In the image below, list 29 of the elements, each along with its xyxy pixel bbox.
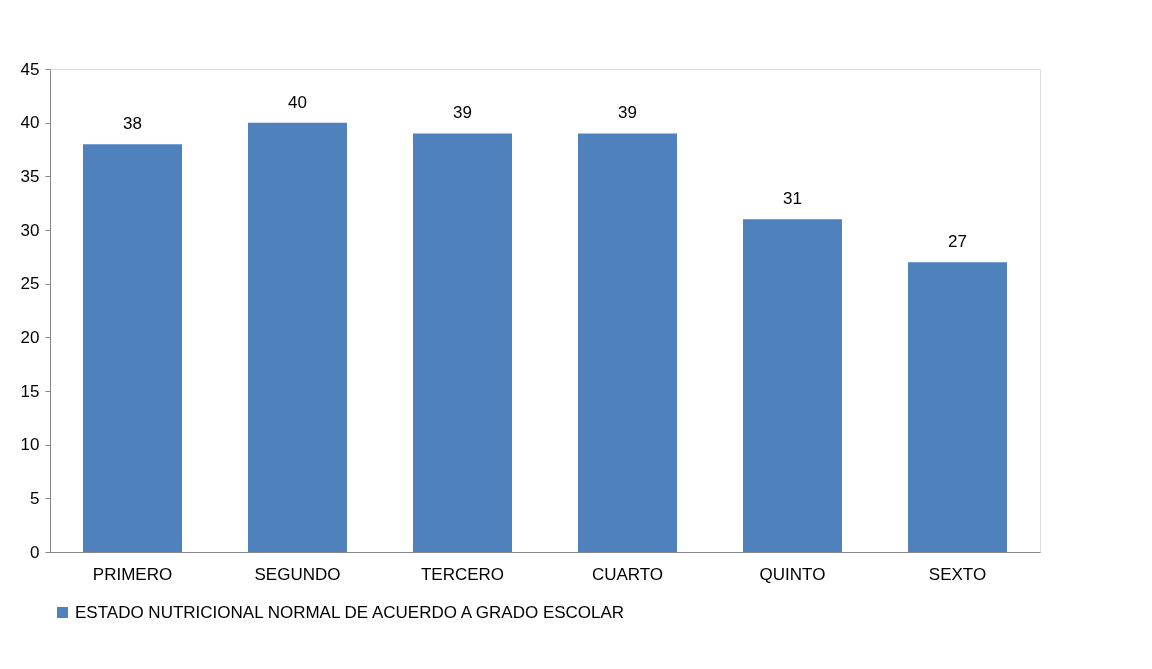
y-tick-label: 30 [20, 220, 40, 240]
y-tick-label: 10 [20, 435, 40, 455]
x-tick-label: SEGUNDO [254, 564, 341, 584]
y-tick-label: 35 [20, 166, 40, 186]
x-tick-label: TERCERO [420, 564, 505, 584]
data-label: 38 [123, 114, 142, 134]
data-label: 39 [618, 103, 637, 123]
bar [578, 133, 677, 552]
x-tick-label: SEXTO [928, 564, 987, 584]
y-tick-label: 5 [30, 488, 40, 508]
y-tick-label: 20 [20, 327, 40, 347]
bar [743, 219, 842, 552]
y-tick-label: 45 [20, 59, 40, 79]
data-label: 39 [453, 103, 472, 123]
bar [248, 122, 347, 552]
data-label: 40 [288, 92, 307, 112]
x-tick-label: QUINTO [759, 564, 826, 584]
x-tick-label: PRIMERO [92, 564, 173, 584]
bar [83, 144, 182, 552]
x-tick-label: CUARTO [591, 564, 664, 584]
y-tick-label: 25 [20, 274, 40, 294]
data-label: 27 [948, 232, 967, 252]
y-tick-label: 40 [20, 113, 40, 133]
legend-label: ESTADO NUTRICIONAL NORMAL DE ACUERDO A GRADO ESCOLAR [75, 602, 625, 622]
y-tick-label: 0 [30, 542, 40, 562]
y-tick-label: 15 [20, 381, 40, 401]
data-label: 31 [783, 189, 802, 209]
bar [413, 133, 512, 552]
bar [908, 262, 1007, 552]
